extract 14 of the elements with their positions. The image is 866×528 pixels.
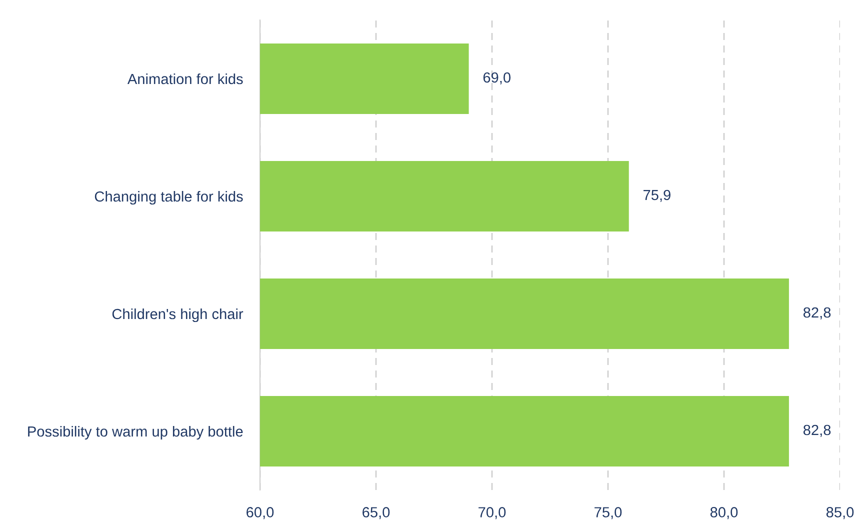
x-tick-label: 80,0 (710, 507, 738, 520)
data-label: 82,8 (803, 424, 831, 437)
x-tick-label: 70,0 (478, 507, 506, 520)
x-tick-label: 75,0 (594, 507, 622, 520)
x-tick-label: 65,0 (362, 507, 390, 520)
y-tick-label: Possibility to warm up baby bottle (28, 426, 243, 440)
data-label: 82,8 (803, 307, 831, 320)
y-tick-label: Animation for kids (127, 73, 243, 84)
data-label: 75,9 (644, 190, 670, 202)
data-label: 69,0 (483, 72, 510, 84)
y-tick-label: Children's high chair (112, 308, 244, 322)
x-tick-label: 60,0 (246, 507, 274, 520)
y-tick-label: Changing table for kids (94, 190, 243, 205)
x-tick-label: 85,0 (826, 507, 854, 520)
